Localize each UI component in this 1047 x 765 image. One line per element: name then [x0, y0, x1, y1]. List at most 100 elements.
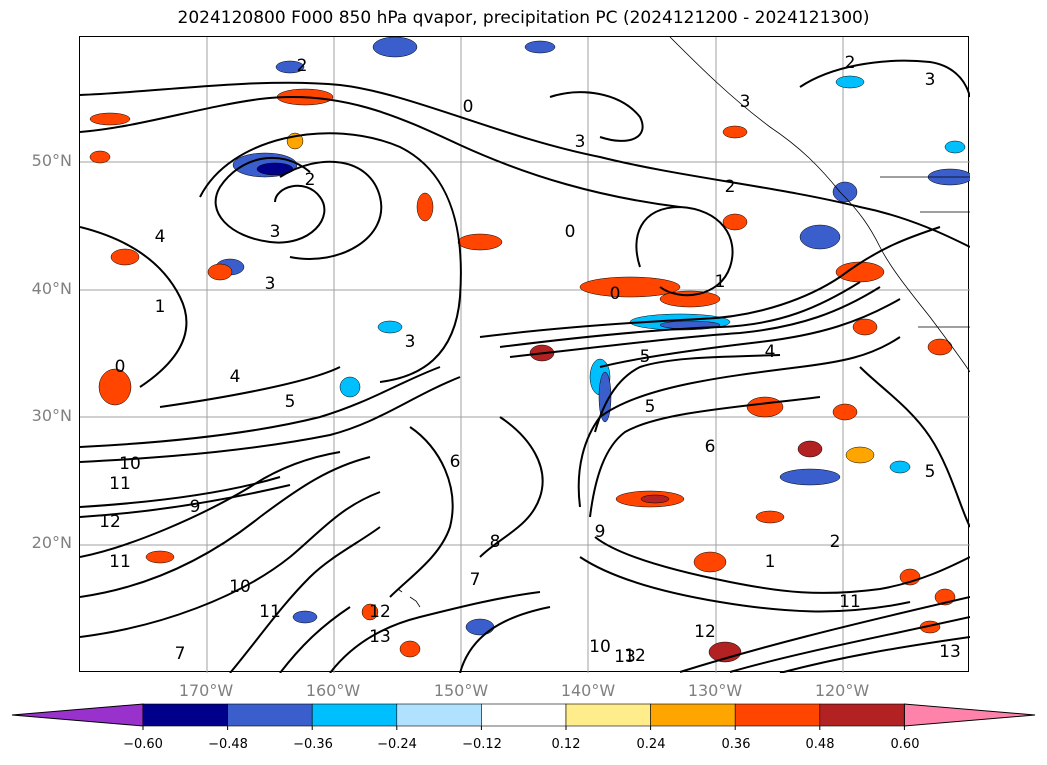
contour-label: 0 [115, 357, 126, 377]
colorbar-tick: 0.24 [636, 737, 666, 752]
precipitation-blob [339, 376, 361, 398]
qvapor-contour-line [589, 396, 821, 518]
map-title: 2024120800 F000 850 hPa qvapor, precipit… [177, 8, 870, 28]
contour-label: 2 [845, 53, 856, 73]
coastline-north-america [669, 37, 970, 373]
colorbar-tick: −0.24 [377, 737, 417, 752]
precipitation-blob [89, 150, 111, 164]
contour-label: 0 [463, 97, 474, 117]
precipitation-blob [89, 112, 131, 126]
contour-label: 3 [270, 222, 281, 242]
qvapor-contour-line [599, 298, 901, 368]
contour-label: 5 [645, 397, 656, 417]
precipitation-blob [755, 510, 785, 524]
contour-label: 0 [565, 222, 576, 242]
lon-label-150w: 150°W [433, 681, 489, 700]
precipitation-blob [372, 37, 418, 58]
lon-label-170w: 170°W [178, 681, 234, 700]
contour-label: 13 [369, 627, 391, 647]
qvapor-contour-line [80, 456, 371, 598]
colorbar-tick: −0.36 [293, 737, 333, 752]
qvapor-contour-line [80, 226, 188, 388]
contour-label: 11 [109, 474, 131, 494]
colorbar-tick: 0.60 [890, 737, 920, 752]
precipitation-blob [361, 603, 379, 621]
contour-label: 11 [109, 552, 131, 572]
contour-label: 12 [624, 646, 646, 666]
precipitation-blob [416, 192, 434, 222]
contour-label: 3 [925, 70, 936, 90]
contour-label: 4 [230, 367, 241, 387]
contour-label: 12 [369, 602, 391, 622]
precipitation-blob [145, 550, 175, 564]
qvapor-contour-line [80, 476, 281, 508]
precipitation-blob [746, 396, 784, 418]
precipitation-blob [693, 551, 727, 573]
qvapor-contour-line [479, 226, 941, 338]
contour-label: 12 [99, 512, 121, 532]
qvapor-contour-line [80, 366, 441, 448]
lat-label-40n: 40°N [31, 279, 72, 298]
precipitation-blob [659, 290, 721, 308]
lat-label-50n: 50°N [31, 151, 72, 170]
qvapor-contour-line [509, 286, 881, 358]
qvapor-contour-line [594, 354, 781, 433]
qvapor-contour-line [459, 606, 551, 673]
contour-label: 10 [229, 577, 251, 597]
colorbar-tick: 0.36 [721, 737, 751, 752]
state-border [880, 176, 970, 328]
lon-label-140w: 140°W [560, 681, 616, 700]
precipitation-blob [835, 75, 865, 89]
precipitation-blob [292, 610, 318, 624]
contour-label: 13 [614, 647, 636, 667]
contour-label: 11 [839, 592, 861, 612]
qvapor-contour-line [80, 376, 461, 463]
precipitation-blob [799, 224, 841, 250]
contour-label: 2 [297, 56, 308, 76]
contour-label: 2 [305, 170, 316, 190]
lon-label-160w: 160°W [305, 681, 361, 700]
colorbar-segment [142, 703, 228, 727]
precipitation-blob [110, 248, 140, 266]
map-panel[interactable]: 2 2 0 3 3 3 3 2 3 1 0 0 1 4 3 4 5 5 5 4 10 11 12 11 9 6 10 11 12 10 12… [79, 36, 970, 673]
precipitation-blob [779, 468, 841, 486]
precipitation-blob [579, 276, 681, 298]
coastline-hawaii [397, 588, 421, 608]
contour-label: 0 [610, 284, 621, 304]
contour-label: 2 [830, 532, 841, 552]
colorbar-segment [734, 703, 821, 727]
qvapor-contour-line [199, 132, 462, 383]
graticule [80, 37, 970, 673]
colorbar-segment [819, 703, 905, 727]
precipitation-blob [275, 60, 305, 74]
colorbar-tick: 0.48 [805, 737, 835, 752]
precipitation-blob [852, 318, 878, 336]
qvapor-contour-line [80, 81, 970, 248]
qvapor-contour-line [579, 556, 911, 613]
contour-label: 7 [175, 644, 186, 664]
contour-label: 3 [575, 132, 586, 152]
contour-label: 10 [119, 454, 141, 474]
contour-label: 6 [705, 437, 716, 457]
precipitation-blob [399, 640, 421, 658]
precipitation-shading [89, 37, 970, 663]
colorbar [11, 703, 1036, 730]
qvapor-contour-line [577, 336, 901, 508]
contour-label: 12 [694, 622, 716, 642]
precipitation-blob [722, 125, 748, 139]
qvapor-contour-line [279, 160, 383, 260]
contour-label: 8 [490, 532, 501, 552]
colorbar-extend-low [11, 703, 144, 727]
qvapor-contour-line [80, 491, 381, 638]
precipitation-blob [797, 440, 823, 458]
qvapor-contour-line [80, 484, 291, 518]
qvapor-contour-line [214, 156, 326, 244]
colorbar-tick: 0.12 [551, 737, 581, 752]
precipitation-blob [98, 368, 132, 406]
qvapor-contour-line [229, 526, 381, 673]
contour-label: 9 [595, 522, 606, 542]
qvapor-contours [80, 59, 970, 673]
qvapor-contour-line [549, 91, 644, 142]
contour-label: 3 [740, 92, 751, 112]
